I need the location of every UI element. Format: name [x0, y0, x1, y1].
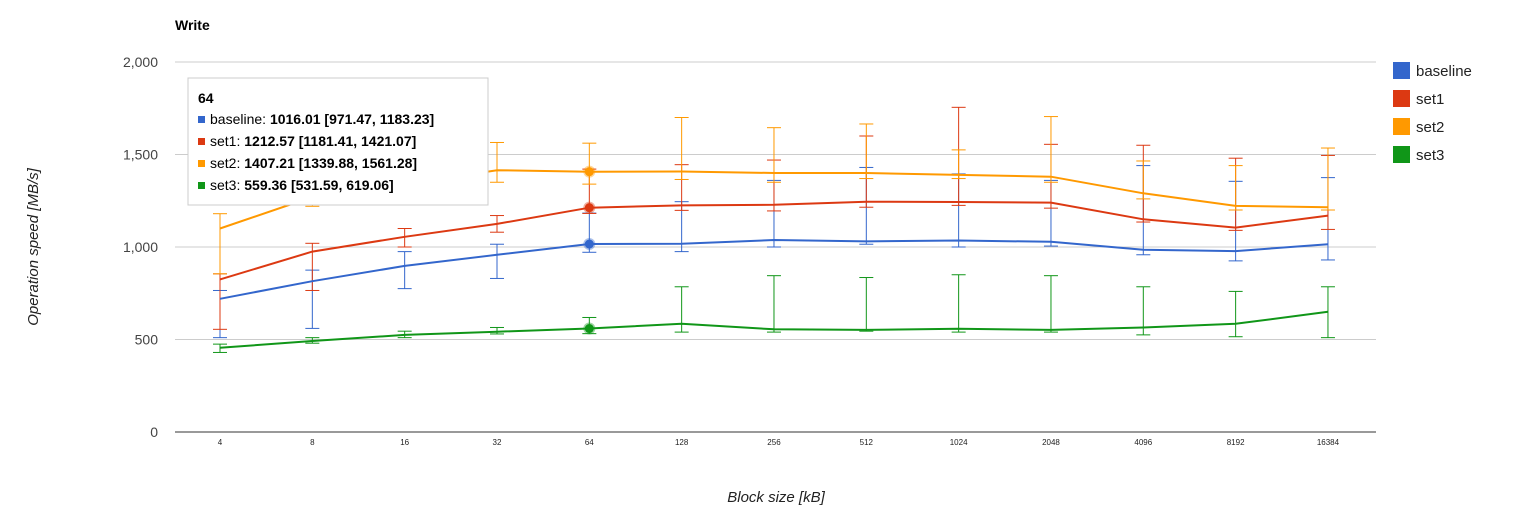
legend-swatch-baseline	[1393, 62, 1410, 79]
tooltip-series-name: baseline:	[210, 111, 270, 127]
legend-label-set3: set3	[1416, 147, 1444, 164]
tooltip-swatch	[198, 160, 205, 167]
tooltip-box	[187, 77, 489, 206]
y-tick-label: 2,000	[123, 54, 158, 70]
series-line-baseline	[219, 238, 1329, 300]
tooltip-series-name: set2:	[210, 155, 244, 171]
legend-label-set2: set2	[1416, 119, 1444, 136]
y-axis-title: Operation speed [MB/s]	[25, 167, 42, 325]
tooltip-series-value: 1212.57 [1181.41, 1421.07]	[244, 133, 416, 149]
x-axis-ticks: 4 8 16 32 64 128 256 512 1024 2048 4096 8192 16384	[218, 438, 1340, 447]
tooltip-row: baseline: 1016.01 [971.47, 1183.23]	[210, 111, 434, 127]
y-tick-label: 500	[135, 332, 159, 348]
y-axis-ticks: 0 500 1,000 1,500 2,000	[123, 54, 158, 440]
highlight-markers	[583, 165, 596, 335]
y-tick-label: 1,500	[123, 147, 158, 163]
x-tick-label: 32	[493, 438, 502, 447]
tooltip-series-name: set1:	[210, 133, 244, 149]
x-tick-label: 16	[400, 438, 409, 447]
x-tick-label: 4096	[1134, 438, 1152, 447]
x-tick-label: 2048	[1042, 438, 1060, 447]
x-tick-label: 1024	[950, 438, 968, 447]
tooltip-row: set3: 559.36 [531.59, 619.06]	[210, 177, 394, 193]
y-tick-label: 1,000	[123, 239, 158, 255]
legend: baseline set1 set2 set3	[1393, 62, 1472, 164]
tooltip: 64 baseline: 1016.01 [971.47, 1183.23] set…	[187, 77, 489, 206]
x-tick-label: 512	[860, 438, 874, 447]
legend-swatch-set3	[1393, 146, 1410, 163]
x-tick-label: 256	[767, 438, 781, 447]
legend-label-baseline: baseline	[1416, 63, 1472, 80]
series-line-set1	[219, 200, 1329, 281]
tooltip-swatch	[198, 182, 205, 189]
tooltip-series-value: 1016.01 [971.47, 1183.23]	[270, 111, 434, 127]
tooltip-row: set2: 1407.21 [1339.88, 1561.28]	[210, 155, 417, 171]
legend-label-set1: set1	[1416, 91, 1444, 108]
highlight-point-set2	[583, 165, 596, 178]
highlight-point-baseline	[583, 238, 596, 251]
tooltip-series-name: set3:	[210, 177, 244, 193]
tooltip-row: set1: 1212.57 [1181.41, 1421.07]	[210, 133, 416, 149]
highlight-point-set1	[583, 201, 596, 214]
tooltip-series-value: 1407.21 [1339.88, 1561.28]	[244, 155, 417, 171]
tooltip-title: 64	[198, 90, 214, 106]
x-tick-label: 64	[585, 438, 594, 447]
x-tick-label: 4	[218, 438, 223, 447]
tooltip-swatch	[198, 116, 205, 123]
x-axis-title: Block size [kB]	[727, 489, 825, 506]
series-line-set3	[219, 310, 1329, 349]
chart-title: Write	[175, 17, 210, 33]
tooltip-swatch	[198, 138, 205, 145]
x-tick-label: 8	[310, 438, 315, 447]
tooltip-series-value: 559.36 [531.59, 619.06]	[244, 177, 393, 193]
y-tick-label: 0	[150, 424, 158, 440]
highlight-point-set3	[583, 322, 596, 335]
x-tick-label: 128	[675, 438, 689, 447]
legend-swatch-set2	[1393, 118, 1410, 135]
x-tick-label: 8192	[1227, 438, 1245, 447]
x-tick-label: 16384	[1317, 438, 1340, 447]
legend-swatch-set1	[1393, 90, 1410, 107]
